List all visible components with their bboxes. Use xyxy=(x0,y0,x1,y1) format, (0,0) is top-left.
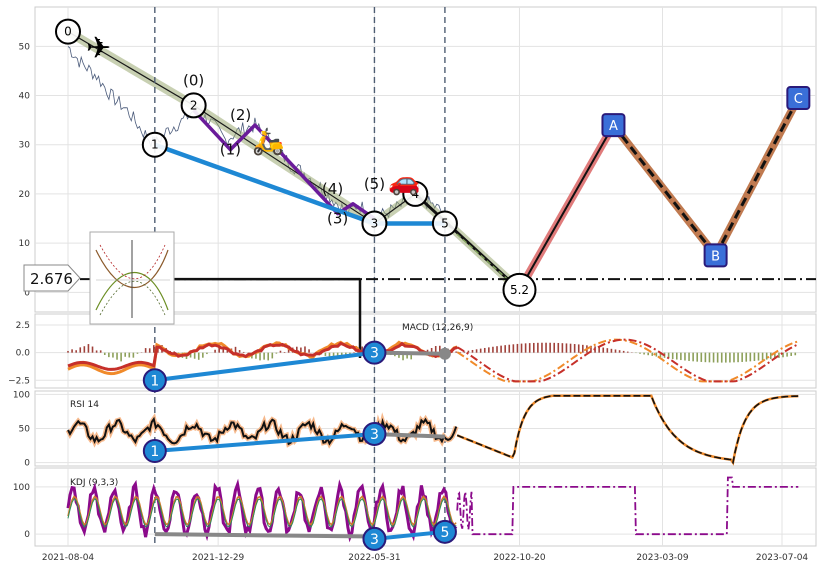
macd-gray-end xyxy=(438,347,451,360)
abc-point-box xyxy=(786,86,811,111)
oscillator-marker-label: 3 xyxy=(370,532,379,548)
oscillator-marker xyxy=(362,526,387,551)
kdj-j-line xyxy=(66,478,458,543)
wave-point-label: 3 xyxy=(371,216,379,230)
x-tick-label: 2023-07-04 xyxy=(756,553,809,563)
y-tick-label: 100 xyxy=(13,390,30,400)
sub-wave-label: (4) xyxy=(322,180,343,198)
wave-point-label: 0 xyxy=(64,25,72,39)
abc-point-label: B xyxy=(711,249,720,264)
wave-point-label: 1 xyxy=(151,138,159,152)
y-tick-label: 10 xyxy=(19,239,31,249)
x-tick-label: 2021-12-29 xyxy=(192,553,245,563)
oscillator-marker xyxy=(432,519,457,544)
rsi-layer xyxy=(65,394,799,466)
y-tick-label: 100 xyxy=(13,483,30,493)
macd-signal-projection xyxy=(456,338,798,383)
sub-wave-label: (1) xyxy=(220,141,241,159)
kdj-title: KDJ (9,3,3) xyxy=(70,478,118,488)
wave-point-circle xyxy=(361,210,388,237)
sub-wave-label: (0) xyxy=(183,72,204,90)
wave-point-circle xyxy=(431,210,458,237)
oscillator-marker xyxy=(362,340,387,365)
y-tick-label: 2.5 xyxy=(16,321,30,331)
y-tick-label: 20 xyxy=(19,190,31,200)
y-tick-label: 0 xyxy=(24,288,30,298)
rsi-line xyxy=(67,416,458,446)
y-tick-label: 0 xyxy=(24,530,30,540)
y-tick-label: 40 xyxy=(19,92,31,102)
oscillator-marker xyxy=(362,421,387,446)
y-tick-label: 0 xyxy=(24,459,30,469)
y-tick-label: −2.5 xyxy=(8,376,30,386)
airplane-icon: ✈ xyxy=(86,31,111,66)
sub-wave-zigzag xyxy=(192,109,376,220)
macd-signal-line xyxy=(67,341,458,371)
overlay-layer: 1 3 1 3 3 5 xyxy=(142,340,457,551)
oscillator-marker-label: 5 xyxy=(440,525,449,541)
kdj-gray-line xyxy=(154,532,375,539)
scooter-icon: 🛵 xyxy=(252,127,284,157)
wave-point-circle xyxy=(55,18,81,45)
oscillator-marker xyxy=(142,439,167,463)
y-tick-label: 50 xyxy=(19,42,31,52)
axis-tick-labels: 2021-08-04 2021-12-29 2022-05-31 2022-10-20… xyxy=(8,42,808,563)
abc-point-label: A xyxy=(609,119,618,134)
abc-leg-line xyxy=(518,124,615,291)
sub-wave-label: (3) xyxy=(327,209,348,227)
wave-point-label: 5 xyxy=(441,216,449,230)
wave-point-label: 4 xyxy=(411,187,419,201)
price-level-label: 2.676 xyxy=(30,270,73,288)
rsi-title: RSI 14 xyxy=(70,400,99,410)
abc-point-box xyxy=(601,113,626,138)
rsi-divergence-line xyxy=(154,431,375,453)
macd-divergence-line xyxy=(154,350,375,383)
kdj-projection xyxy=(456,476,799,536)
price-level-tag: 2.676 xyxy=(23,264,81,292)
abc-point-label: C xyxy=(794,92,803,107)
kdj-k-line xyxy=(67,495,457,526)
sub-wave-label: (5) xyxy=(364,175,385,193)
wave-point-circle xyxy=(141,131,168,158)
grid-lines xyxy=(35,7,816,546)
abc-point-box xyxy=(703,243,728,268)
wave-point-label: 2 xyxy=(190,98,198,112)
rsi-projection xyxy=(456,394,799,465)
oscillator-marker-label: 1 xyxy=(150,373,159,389)
wave-point-circle xyxy=(402,180,429,207)
x-tick-label: 2023-03-09 xyxy=(636,553,689,563)
y-tick-label: 50 xyxy=(19,425,31,435)
oscillator-marker-label: 3 xyxy=(370,346,379,362)
kdj-d-line xyxy=(67,497,457,528)
wave-point-circle xyxy=(502,272,537,307)
oscillator-marker-label: 1 xyxy=(150,444,159,460)
x-tick-label: 2021-08-04 xyxy=(42,553,95,563)
sub-wave-label: (2) xyxy=(230,106,251,124)
y-tick-label: 30 xyxy=(19,141,31,151)
car-icon: 🚗 xyxy=(388,167,420,197)
price-layer: 0 1 2 3 4 5 5.2 (0) (1) (2) (3) (4) (5) A B C xyxy=(55,7,816,546)
abc-leg-line xyxy=(714,97,800,257)
oscillator-marker-label: 3 xyxy=(370,427,379,443)
macd-title: MACD (12,26,9) xyxy=(402,323,473,333)
wave-point-label: 5.2 xyxy=(510,283,529,297)
oscillator-marker xyxy=(142,368,167,393)
y-tick-label: 0.0 xyxy=(16,349,31,359)
x-tick-label: 2022-05-31 xyxy=(348,553,400,563)
abc-leg-band xyxy=(609,121,720,260)
thumbnail-image xyxy=(89,231,175,325)
wave-point-circle xyxy=(180,92,207,119)
x-tick-label: 2022-10-20 xyxy=(493,553,546,563)
